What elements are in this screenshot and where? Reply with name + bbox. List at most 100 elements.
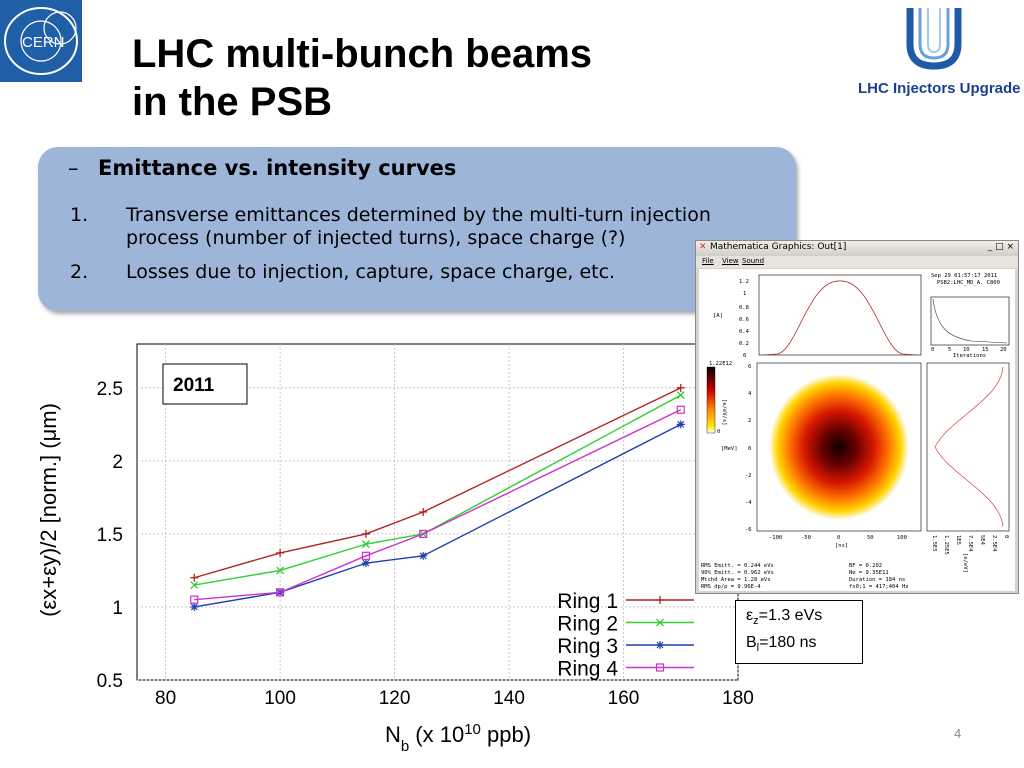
density-ytick: -2 <box>745 473 752 479</box>
x-tick-label: 180 <box>722 688 754 709</box>
side-xtick: 1.5E5 <box>931 535 937 552</box>
profile-plot-frame <box>758 274 922 356</box>
list-item-number: 2. <box>70 261 89 283</box>
density-ytick: -6 <box>745 527 752 533</box>
side-xtick: 5E4 <box>979 535 985 546</box>
x-tick-label: 120 <box>379 688 411 709</box>
iter-xtick: 0 <box>931 347 934 353</box>
y-tick-label: 2.5 <box>97 379 123 400</box>
density-xtick: 0 <box>837 535 840 541</box>
legend-marker <box>656 596 664 604</box>
data-point <box>276 548 285 557</box>
window-title-bar: ✕ Mathematica Graphics: Out[1] _ □ × <box>696 241 1018 256</box>
legend-marker <box>656 641 664 649</box>
colorbar-max: 1.22E12 <box>709 361 732 367</box>
lhc-injectors-upgrade-logo: LHC Injectors Upgrade <box>848 4 1024 104</box>
list-item-text: Transverse emittances determined by the … <box>126 204 711 250</box>
data-point <box>361 559 370 568</box>
x-label-sup: 10 <box>464 721 481 738</box>
cern-logo-icon: CERN <box>4 7 78 75</box>
density-ylabel: [MeV] <box>721 446 738 452</box>
year-box <box>162 363 248 405</box>
legend-label: Ring 1 <box>557 590 618 613</box>
run-id: PSB2:LHC_MD_A. C800 <box>937 280 1000 286</box>
epsilon-subscript: z <box>753 615 759 628</box>
epsilon-symbol: ε <box>746 607 754 624</box>
data-series <box>190 383 685 611</box>
stat-line: Ne = 9.35E11 <box>849 570 889 576</box>
y-tick-label: 1.5 <box>97 525 123 546</box>
y-axis-label: (εx+εy)/2 [norm.] (μm) <box>36 403 61 617</box>
profile-curve <box>762 280 918 356</box>
x-tick-label: 80 <box>155 688 176 709</box>
beam-parameters-box: εz=1.3 eVs Bl=180 ns <box>735 600 863 664</box>
density-ytick: 2 <box>748 418 751 424</box>
phase-space-density <box>769 374 909 520</box>
x-tick-label: 140 <box>493 688 525 709</box>
data-point <box>190 573 199 582</box>
iter-xtick: 15 <box>982 347 989 353</box>
stat-line: Mtchd Area = 1.28 eVs <box>701 577 771 583</box>
iteration-plot-frame <box>930 296 1010 346</box>
cern-logo-text: CERN <box>22 34 65 51</box>
window-controls[interactable]: _ □ × <box>987 242 1014 252</box>
density-ytick: 0 <box>748 446 751 452</box>
side-xtick: 2.5E4 <box>991 535 997 552</box>
side-xtick: 1E5 <box>955 535 961 545</box>
x-axis-label: Nb (x 1010 ppb) <box>385 721 531 755</box>
bl-value: =180 ns <box>759 634 817 651</box>
profile-ytick: 0.8 <box>739 305 749 311</box>
menu-view[interactable]: View <box>722 257 739 265</box>
side-profile-frame <box>926 362 1010 532</box>
profile-ytick: 0.2 <box>739 341 749 347</box>
slide-title: LHC multi-bunch beams in the PSB <box>132 30 592 126</box>
bullet-heading: – Emittance vs. intensity curves <box>68 156 456 180</box>
dash-bullet: – <box>68 156 79 180</box>
menu-file[interactable]: File <box>702 257 714 265</box>
menu-bar: File View Sound <box>696 256 1018 268</box>
colorbar-label: [e/eV/s] <box>721 399 727 426</box>
data-point <box>419 508 428 516</box>
colorbar-min: 0 <box>717 429 720 435</box>
chart-title: 2011 <box>173 375 215 396</box>
x-tick-label: 160 <box>608 688 640 709</box>
data-point <box>676 420 685 429</box>
list-item-number: 1. <box>70 204 89 226</box>
density-ytick: 6 <box>748 364 751 370</box>
x-label-end: ppb) <box>481 722 531 747</box>
side-profile-curve <box>934 366 1004 528</box>
side-xlabel: [e/eV] <box>962 553 968 573</box>
epsilon-value: =1.3 eVs <box>758 607 823 624</box>
iter-xtick: 20 <box>1000 347 1007 353</box>
density-xtick: -100 <box>769 535 782 541</box>
longitudinal-emittance: εz=1.3 eVs <box>746 607 822 627</box>
mathematica-window: ✕ Mathematica Graphics: Out[1] _ □ × Fil… <box>695 240 1019 594</box>
data-point <box>361 551 371 560</box>
density-xtick: 100 <box>897 535 907 541</box>
bunch-length: Bl=180 ns <box>746 634 817 654</box>
profile-ytick: 1 <box>743 291 746 297</box>
data-point <box>676 383 685 392</box>
y-tick-label: 0.5 <box>97 671 123 692</box>
list-item-text: Losses due to injection, capture, space … <box>126 261 616 283</box>
data-point <box>419 529 428 539</box>
data-point <box>275 588 285 597</box>
data-point <box>361 540 370 549</box>
legend-marker <box>656 618 664 627</box>
cern-logo: CERN <box>0 0 82 82</box>
data-point <box>190 595 199 604</box>
stat-line: fs0;1 = 417;404 Hz <box>849 584 909 590</box>
axis-ticks: 80 100 120 140 160 180 0.5 1 1.5 2 2.5 <box>97 379 754 709</box>
density-ytick: 4 <box>748 391 752 397</box>
data-point <box>361 529 370 538</box>
menu-sound[interactable]: Sound <box>742 257 765 265</box>
density-xtick: -50 <box>801 535 811 541</box>
bullet-heading-text: Emittance vs. intensity curves <box>98 156 457 180</box>
iteration-curve <box>932 298 1008 344</box>
density-xlabel: [ns] <box>835 543 848 549</box>
x-label-sub: b <box>401 738 409 755</box>
bl-subscript: l <box>756 642 760 655</box>
data-point <box>190 602 199 611</box>
